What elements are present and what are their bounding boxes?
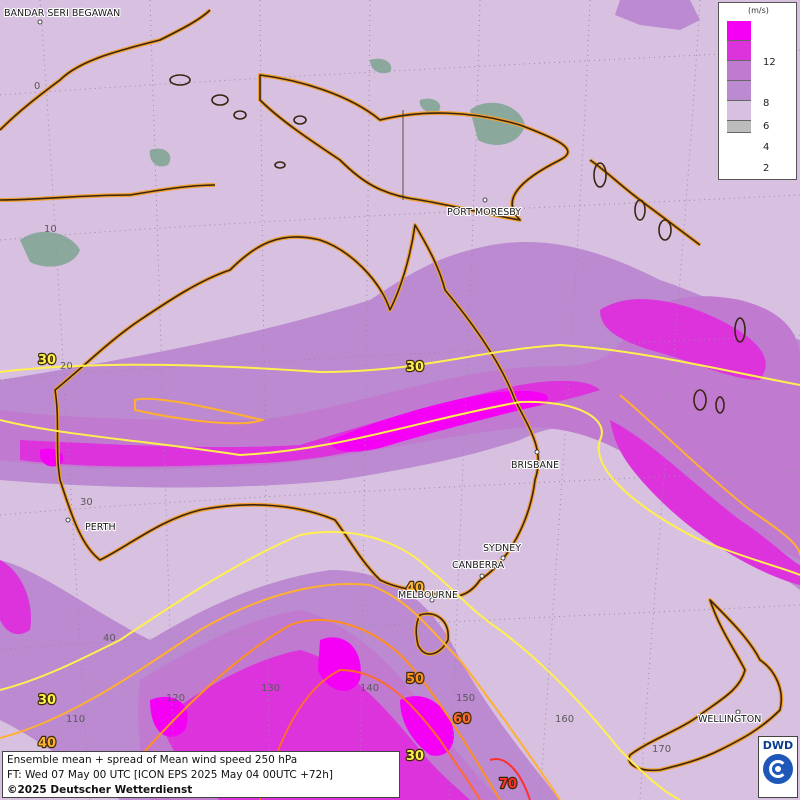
islands: [169, 74, 746, 414]
spread-jet-core-high-se: [610, 420, 800, 585]
city-label-sydney: SYDNEY: [483, 543, 521, 554]
city-label-bandar-seri-begawan: BANDAR SERI BEGAWAN: [4, 8, 120, 19]
city-label-port-moresby: PORT MORESBY: [447, 207, 521, 218]
lon-label: 110: [66, 714, 85, 725]
lon-label: 120: [166, 693, 185, 704]
city-dot: [482, 197, 488, 203]
isotach-label: 40: [38, 736, 56, 751]
city-dot: [65, 517, 71, 523]
legend-swatch: [727, 61, 751, 81]
isotach-label: 50: [406, 672, 424, 687]
city-label-brisbane: BRISBANE: [511, 460, 559, 471]
caption-forecast-time: FT: Wed 07 May 00 UTC [ICON EPS 2025 May…: [7, 769, 333, 781]
spread-max-central: [330, 390, 548, 452]
lon-label: 130: [261, 683, 280, 694]
dwd-logo: DWD: [758, 736, 798, 798]
isotach-label: 30: [406, 360, 424, 375]
legend-label: 2: [763, 163, 770, 174]
lat-label: 0: [34, 81, 40, 92]
legend-colorbar: [727, 21, 751, 133]
spread-jet-core-high-e: [600, 299, 766, 380]
city-dot: [534, 449, 540, 455]
isotach-30-north: [0, 343, 800, 386]
dwd-swirl-icon: [763, 754, 793, 784]
legend-swatch: [727, 81, 751, 101]
city-label-melbourne: MELBOURNE: [398, 590, 458, 601]
isotach-40-south: [0, 583, 561, 800]
city-dot: [429, 597, 435, 603]
isotachs: [0, 343, 800, 800]
caption-title: Ensemble mean + spread of Mean wind spee…: [7, 754, 298, 766]
city-dot: [37, 19, 43, 25]
lat-label: 40: [103, 633, 116, 644]
legend: (m/s) 12 8 6 4 2: [718, 2, 797, 180]
low-spread-patch-e: [419, 98, 441, 113]
isotach-40-north: [134, 397, 266, 425]
legend-label: 6: [763, 121, 770, 132]
spread-max-south-b: [150, 696, 188, 737]
isotach-30-south: [0, 530, 681, 800]
low-spread-patch-d: [149, 148, 171, 167]
isotach-label: 40: [406, 581, 424, 596]
map-caption: Ensemble mean + spread of Mean wind spee…: [2, 751, 400, 798]
legend-unit: (m/s): [748, 6, 769, 15]
legend-label: 4: [763, 142, 770, 153]
lat-label: 10: [44, 224, 57, 235]
caption-copyright: ©2025 Deutscher Wetterdienst: [7, 784, 193, 796]
isotach-label: 30: [406, 749, 424, 764]
isotach-label: 60: [453, 712, 471, 727]
spread-patch-ne: [615, 0, 700, 30]
legend-swatch: [727, 121, 751, 133]
legend-swatch: [727, 101, 751, 121]
lat-label: 30: [80, 497, 93, 508]
legend-swatch: [727, 21, 751, 41]
lon-label: 150: [456, 693, 475, 704]
city-label-wellington: WELLINGTON: [698, 714, 761, 725]
isotach-label: 70: [499, 777, 517, 792]
lon-label: 140: [360, 683, 379, 694]
isotach-70: [489, 758, 531, 800]
spread-band-sw: [0, 560, 31, 635]
isotach-30-jet: [0, 400, 800, 576]
lon-label: 160: [555, 714, 574, 725]
isotach-label: 30: [38, 693, 56, 708]
low-spread-patch-c: [470, 102, 525, 145]
lat-label: 20: [60, 361, 73, 372]
isotach-40-se: [619, 394, 800, 556]
dwd-logo-text: DWD: [762, 739, 794, 752]
legend-swatch: [727, 41, 751, 61]
lon-label: 170: [652, 744, 671, 755]
low-spread-patch-b: [370, 58, 392, 74]
isotach-50: [119, 619, 501, 800]
isotach-label: 30: [38, 353, 56, 368]
low-spread-patch-a: [20, 231, 80, 267]
isotach-60: [259, 668, 481, 800]
legend-label: 12: [763, 57, 776, 68]
city-label-canberra: CANBERRA: [452, 560, 505, 571]
legend-label: 8: [763, 98, 770, 109]
city-dot: [479, 573, 485, 579]
city-label-perth: PERTH: [85, 522, 116, 533]
city-dot: [735, 709, 741, 715]
city-dot: [500, 555, 506, 561]
